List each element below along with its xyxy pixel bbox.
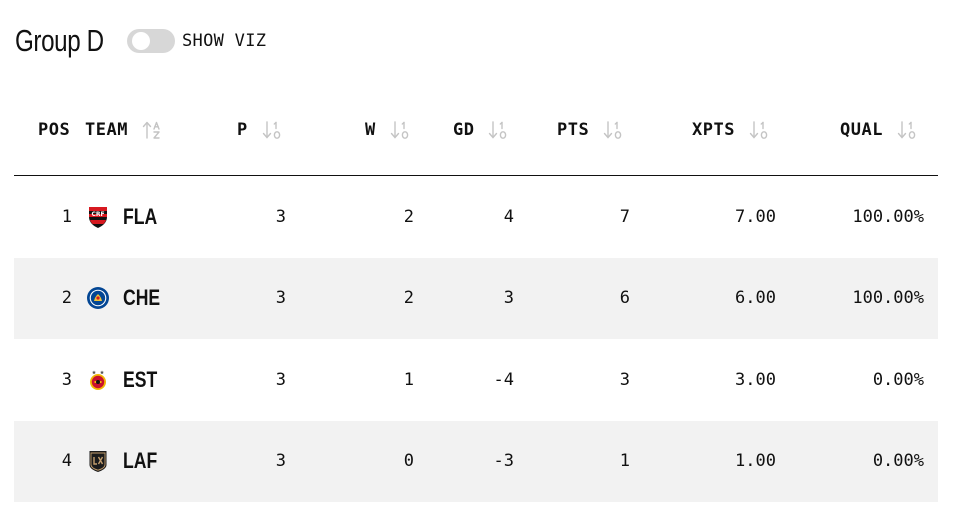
qualification-cell: 0.00%	[872, 451, 924, 472]
column-header-w-label: W	[365, 120, 376, 140]
table-row[interactable]: 3 EST 3 1 -4 3 3.00 0.00%	[14, 339, 938, 421]
table-row[interactable]: 2 CHE 3 2 3 6 6.00 100.00%	[14, 257, 938, 340]
chelsea-crest-icon	[87, 287, 109, 310]
column-header-team-label: TEAM	[85, 120, 128, 140]
column-header-pos: POS	[38, 118, 70, 142]
lafc-crest-icon	[89, 451, 107, 473]
table-header: POS TEAM P W GD PTS XPTS QUAL	[14, 88, 938, 176]
column-header-xpts[interactable]: XPTS	[692, 118, 771, 142]
sort-alpha-icon[interactable]	[142, 119, 164, 141]
expected-points-cell: 3.00	[735, 369, 776, 390]
standings-table: POS TEAM P W GD PTS XPTS QUAL	[14, 88, 938, 502]
column-header-w[interactable]: W	[365, 118, 412, 142]
sort-numeric-icon[interactable]	[603, 119, 625, 141]
qualification-cell: 100.00%	[852, 288, 924, 309]
sort-numeric-icon[interactable]	[749, 119, 771, 141]
played-cell: 3	[275, 288, 286, 309]
team-cell[interactable]: EST	[86, 339, 166, 421]
team-code: FLA	[123, 203, 158, 229]
expected-points-cell: 7.00	[735, 206, 776, 227]
column-header-qual[interactable]: QUAL	[840, 118, 919, 142]
goal-difference-cell: -3	[493, 451, 514, 472]
position-cell: 2	[61, 288, 72, 309]
wins-cell: 1	[403, 369, 414, 390]
played-cell: 3	[275, 206, 286, 227]
goal-difference-cell: 3	[503, 288, 514, 309]
sort-numeric-icon[interactable]	[390, 119, 412, 141]
team-cell[interactable]: LAF	[86, 421, 166, 503]
show-viz-toggle[interactable]	[127, 29, 175, 53]
team-code: CHE	[123, 285, 161, 311]
show-viz-label[interactable]: SHOW VIZ	[182, 31, 267, 51]
goal-difference-cell: 4	[503, 206, 514, 227]
column-header-gd[interactable]: GD	[453, 118, 510, 142]
position-cell: 4	[61, 451, 72, 472]
sort-numeric-icon[interactable]	[897, 119, 919, 141]
svg-text:CRF: CRF	[91, 211, 104, 218]
team-code: EST	[123, 366, 158, 392]
team-cell[interactable]: CRF FLA	[86, 176, 166, 258]
expected-points-cell: 1.00	[735, 451, 776, 472]
esperance-crest-icon	[90, 370, 106, 390]
group-header: Group D SHOW VIZ	[15, 18, 266, 64]
position-cell: 3	[61, 369, 72, 390]
played-cell: 3	[275, 369, 286, 390]
column-header-pts-label: PTS	[557, 120, 590, 140]
goal-difference-cell: -4	[493, 369, 514, 390]
column-header-team[interactable]: TEAM	[85, 118, 164, 142]
points-cell: 1	[619, 451, 630, 472]
points-cell: 7	[619, 206, 630, 227]
column-header-qual-label: QUAL	[840, 120, 883, 140]
sort-numeric-icon[interactable]	[488, 119, 510, 141]
table-body: 1 CRF FLA 3 2 4 7 7.00 100.00% 2	[14, 176, 938, 502]
qualification-cell: 0.00%	[872, 369, 924, 390]
column-header-xpts-label: XPTS	[692, 120, 735, 140]
column-header-gd-label: GD	[453, 120, 475, 140]
position-cell: 1	[61, 206, 72, 227]
toggle-knob	[132, 32, 150, 50]
column-header-pts[interactable]: PTS	[557, 118, 625, 142]
wins-cell: 0	[403, 451, 414, 472]
qualification-cell: 100.00%	[852, 206, 924, 227]
points-cell: 6	[619, 288, 630, 309]
team-cell[interactable]: CHE	[86, 258, 169, 340]
column-header-p-label: P	[237, 120, 248, 140]
sort-numeric-icon[interactable]	[262, 119, 284, 141]
group-title: Group D	[15, 23, 104, 58]
points-cell: 3	[619, 369, 630, 390]
played-cell: 3	[275, 451, 286, 472]
column-header-p[interactable]: P	[237, 118, 284, 142]
column-header-pos-label: POS	[38, 120, 71, 140]
expected-points-cell: 6.00	[735, 288, 776, 309]
flamengo-crest-icon: CRF	[89, 206, 107, 228]
team-code: LAF	[123, 448, 158, 474]
table-row[interactable]: 1 CRF FLA 3 2 4 7 7.00 100.00%	[14, 176, 938, 258]
wins-cell: 2	[403, 288, 414, 309]
table-row[interactable]: 4 LAF 3 0 -3 1 1.00 0.00%	[14, 420, 938, 503]
wins-cell: 2	[403, 206, 414, 227]
